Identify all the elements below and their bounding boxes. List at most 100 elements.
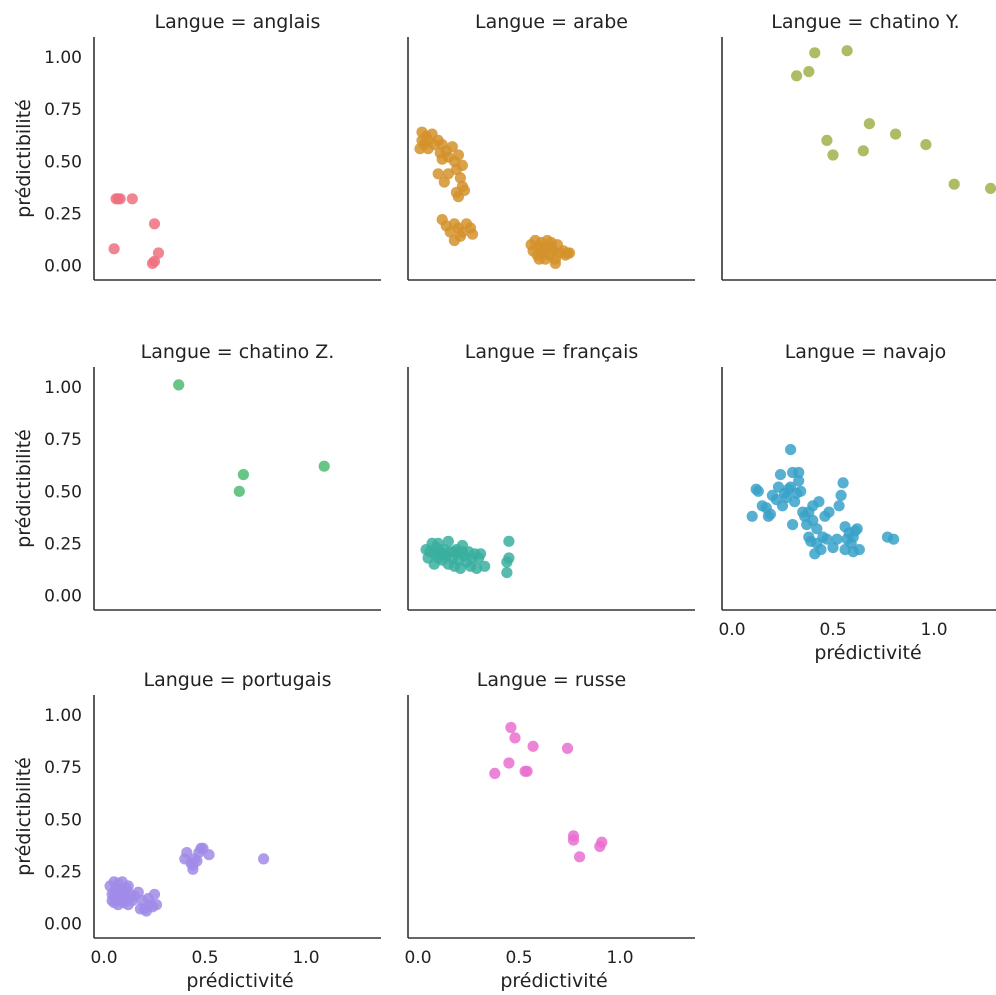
data-point	[150, 899, 163, 911]
data-point	[853, 544, 865, 556]
data-point	[527, 740, 539, 752]
facet-title: Langue = français	[465, 341, 639, 363]
data-point	[233, 485, 245, 497]
data-point	[948, 178, 960, 190]
data-point	[173, 379, 185, 391]
data-point	[126, 193, 138, 205]
data-point	[888, 533, 900, 545]
data-point	[789, 496, 801, 508]
data-point	[764, 508, 777, 520]
y-tick-label: 0.00	[44, 257, 82, 277]
facet-panel: Langue = chatino Z. 0.00 0.25 0.50 0.75 1.00 p…	[13, 341, 381, 611]
data-point	[454, 172, 466, 184]
facet-title: Langue = portugais	[144, 669, 332, 691]
data-point	[438, 176, 450, 188]
data-point	[454, 230, 466, 242]
scatter-points	[791, 45, 996, 194]
data-point	[791, 70, 803, 82]
x-tick-label: 0.5	[505, 948, 532, 968]
x-tick-label: 0.5	[191, 948, 218, 968]
data-point	[118, 886, 130, 898]
data-point	[813, 496, 825, 508]
data-point	[823, 506, 835, 518]
facet-panel: Langue = anglais 0.00 0.25 0.50 0.75 1.00 préd…	[13, 11, 381, 281]
data-point	[452, 149, 464, 161]
data-point	[803, 66, 815, 78]
data-point	[503, 757, 515, 769]
scatter-points	[489, 721, 608, 863]
scatter-points	[173, 379, 330, 497]
data-point	[501, 567, 513, 579]
facet-panel: Langue = portugais 0.00 0.25 0.50 0.75 1.00 pr…	[13, 669, 381, 992]
data-point	[108, 243, 120, 255]
data-point	[181, 847, 193, 859]
y-axis-label: prédictibilité	[13, 429, 35, 548]
data-point	[821, 134, 833, 146]
data-point	[203, 849, 215, 861]
scatter-points	[108, 193, 165, 269]
facet-title: Langue = russe	[477, 669, 626, 691]
x-tick-label: 1.0	[606, 948, 633, 968]
data-point	[857, 145, 869, 157]
x-tick-label: 0.0	[90, 948, 117, 968]
data-point	[795, 485, 807, 497]
facet-title: Langue = navajo	[785, 341, 947, 363]
data-point	[442, 535, 454, 547]
data-point	[985, 182, 996, 194]
y-tick-label: 0.25	[44, 204, 82, 224]
data-point	[479, 560, 491, 572]
data-point	[489, 767, 501, 780]
y-tick-label: 1.00	[44, 706, 82, 726]
data-point	[787, 519, 799, 531]
y-axis-label: prédictibilité	[13, 757, 35, 876]
x-tick-label: 1.0	[920, 620, 947, 640]
data-point	[793, 466, 805, 479]
data-point	[837, 477, 849, 489]
x-axis-label: prédictivité	[814, 642, 921, 664]
data-point	[108, 897, 120, 909]
x-axis-label: prédictivité	[500, 970, 607, 992]
data-point	[456, 539, 468, 552]
data-point	[148, 218, 161, 230]
data-point	[148, 255, 161, 267]
data-point	[827, 541, 839, 554]
data-point	[827, 149, 839, 161]
data-point	[752, 485, 764, 497]
scatter-points	[104, 842, 270, 917]
data-point	[535, 243, 547, 255]
data-point	[776, 500, 789, 512]
data-point	[567, 834, 580, 846]
facet-title: Langue = chatino Z.	[141, 341, 335, 363]
data-point	[152, 247, 165, 259]
x-tick-label: 0.0	[404, 948, 431, 968]
data-point	[545, 237, 557, 249]
data-point	[561, 742, 574, 755]
facet-title: Langue = chatino Y.	[771, 11, 959, 33]
y-tick-label: 1.00	[44, 48, 82, 68]
data-point	[835, 489, 847, 501]
data-point	[509, 732, 521, 744]
data-point	[574, 851, 586, 863]
data-point	[458, 184, 471, 196]
y-tick-label: 0.00	[44, 587, 82, 607]
y-tick-label: 0.50	[44, 482, 82, 502]
x-tick-label: 0.0	[718, 620, 745, 640]
x-axis-label: prédictivité	[186, 970, 293, 992]
data-point	[807, 514, 819, 527]
y-tick-label: 1.00	[44, 378, 82, 398]
data-point	[851, 523, 863, 535]
data-point	[501, 556, 513, 568]
data-point	[436, 548, 448, 560]
data-point	[456, 159, 468, 171]
data-point	[831, 533, 843, 545]
facet-panel: Langue = chatino Y.	[721, 11, 996, 281]
y-tick-label: 0.50	[44, 152, 82, 172]
data-point	[448, 546, 460, 558]
data-point	[811, 523, 823, 535]
data-point	[446, 141, 458, 153]
data-point	[863, 118, 876, 130]
y-tick-label: 0.25	[44, 534, 82, 554]
x-tick-label: 0.5	[819, 620, 846, 640]
